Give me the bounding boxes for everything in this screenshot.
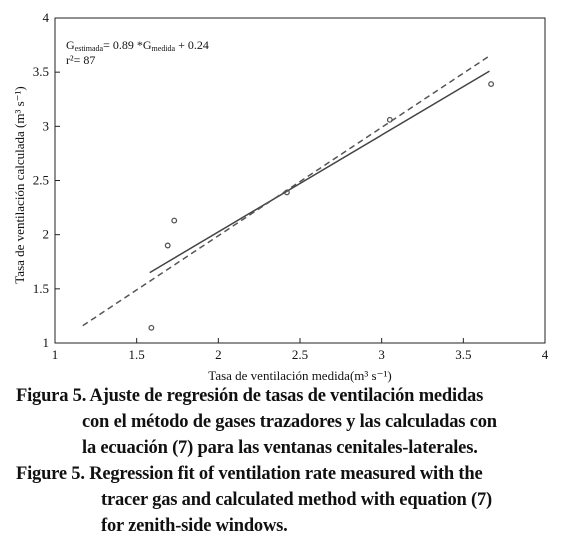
fit-line: [149, 70, 490, 274]
caption-line: Figure 5. Regression fit of ventilation …: [16, 464, 483, 484]
x-tick-label: 1.5: [129, 347, 145, 362]
y-tick-label: 2: [43, 227, 50, 242]
eq-sub: medida: [152, 44, 176, 53]
y-tick-label: 3: [43, 118, 50, 133]
point: [171, 217, 178, 224]
y-tick-label: 1: [43, 335, 50, 350]
x-tick-label: 2.5: [292, 347, 308, 362]
y-axis-label: Tasa de ventilación calculada (m³ s⁻¹): [12, 86, 27, 283]
x-tick-label: 3.5: [455, 347, 471, 362]
y-tick-label: 1.5: [33, 281, 49, 296]
plot-frame: [54, 17, 546, 344]
x-tick-label: 4: [542, 347, 549, 362]
x-tick-label: 1: [52, 347, 59, 362]
caption-line: Figura 5. Ajuste de regresión de tasas d…: [16, 386, 484, 406]
eq-part: + 0.24: [175, 38, 209, 52]
r-squared: r²= 87: [66, 53, 95, 67]
caption-line: la ecuación (7) para las ventanas cenita…: [82, 438, 478, 458]
y-tick-label: 2.5: [33, 173, 49, 188]
caption-line: tracer gas and calculated method with eq…: [101, 490, 492, 510]
eq-sub: estimada: [75, 44, 104, 53]
x-axis-label: Tasa de ventilación medida(m³ s⁻¹): [208, 368, 391, 383]
chart: Tasa de ventilación medida(m³ s⁻¹) Tasa …: [12, 10, 549, 383]
eq-part: G: [66, 38, 75, 52]
x-tick-label: 3: [378, 347, 385, 362]
point: [164, 242, 171, 249]
caption-line: for zenith-side windows.: [101, 516, 288, 536]
dashed-line: [82, 55, 490, 327]
point: [488, 81, 495, 88]
equation: Gestimada= 0.89 *Gmedida + 0.24: [66, 38, 209, 53]
eq-part: = 0.89 *G: [103, 38, 152, 52]
caption-line: con el método de gases trazadores y las …: [82, 412, 497, 432]
x-tick-label: 2: [215, 347, 222, 362]
point: [148, 324, 155, 331]
y-tick-label: 4: [43, 10, 50, 25]
y-tick-label: 3.5: [33, 64, 49, 79]
